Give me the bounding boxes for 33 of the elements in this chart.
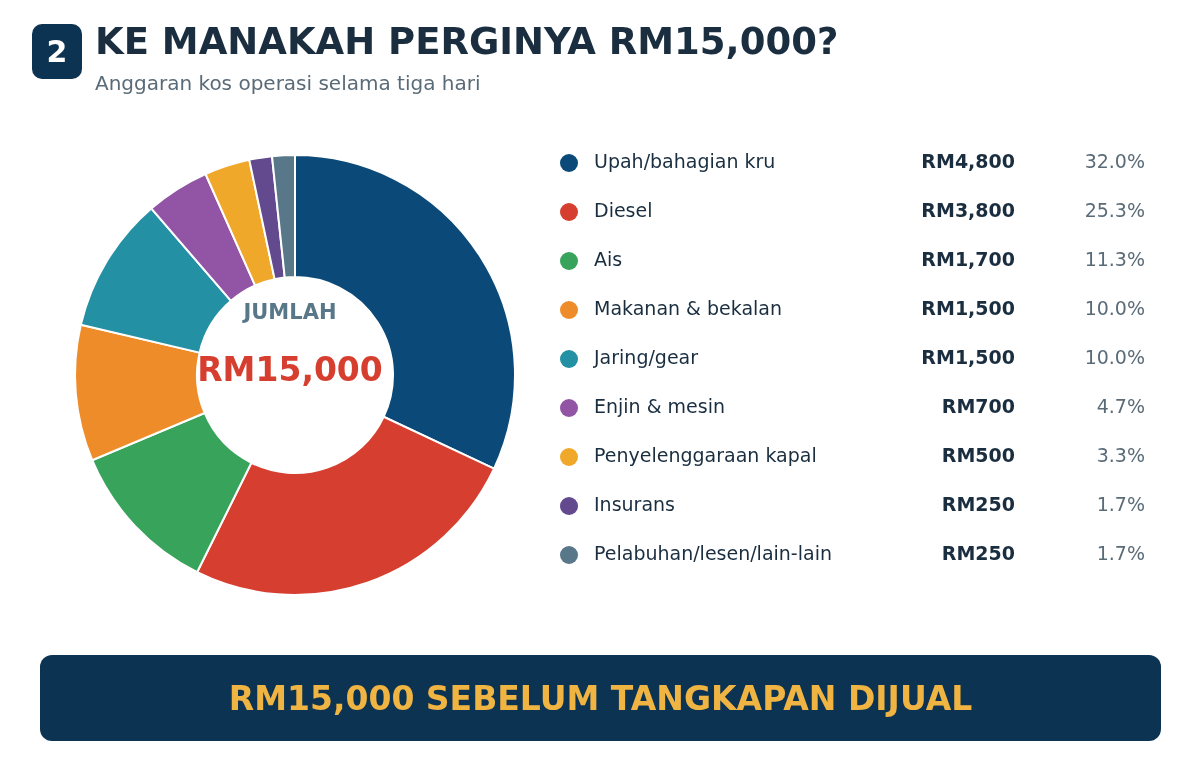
text: 4.7% — [1096, 395, 1145, 417]
text: 10.0% — [1084, 346, 1145, 368]
data-label: RM4,800 — [921, 150, 1015, 172]
data-label: RM250 — [941, 542, 1015, 564]
text: RM15,000 SEBELUM TANGKAPAN DIJUAL — [40, 655, 1161, 741]
text: 1.7% — [1096, 493, 1145, 515]
number-badge: 2 — [32, 24, 82, 79]
legend-label: Enjin & mesin — [594, 395, 725, 417]
legend-label: Insurans — [594, 493, 675, 515]
legend-label: Makanan & bekalan — [594, 297, 782, 319]
text: 3.3% — [1096, 444, 1145, 466]
data-label: RM250 — [941, 493, 1015, 515]
data-label: RM1,500 — [921, 297, 1015, 319]
text: 25.3% — [1084, 199, 1145, 221]
legend-label: Jaring/gear — [594, 346, 699, 368]
data-label: RM500 — [941, 444, 1015, 466]
data-label: RM700 — [941, 395, 1015, 417]
text: 11.3% — [1084, 248, 1145, 270]
chart-title: KE MANAKAH PERGINYA RM15,000? — [95, 20, 839, 63]
text: RM15,000 — [196, 350, 384, 389]
text: 32.0% — [1084, 150, 1145, 172]
legend-label: Ais — [594, 248, 623, 270]
text: 1.7% — [1096, 542, 1145, 564]
legend-label: Upah/bahagian kru — [594, 150, 776, 172]
text: JUMLAH — [241, 300, 338, 324]
legend-label: Pelabuhan/lesen/lain-lain — [594, 542, 832, 564]
legend-label: Diesel — [594, 199, 653, 221]
chart-subtitle: Anggaran kos operasi selama tiga hari — [95, 71, 481, 95]
legend-label: Penyelenggaraan kapal — [594, 444, 817, 466]
text: 10.0% — [1084, 297, 1145, 319]
data-label: RM1,700 — [921, 248, 1015, 270]
data-label: RM3,800 — [921, 199, 1015, 221]
data-label: RM1,500 — [921, 346, 1015, 368]
